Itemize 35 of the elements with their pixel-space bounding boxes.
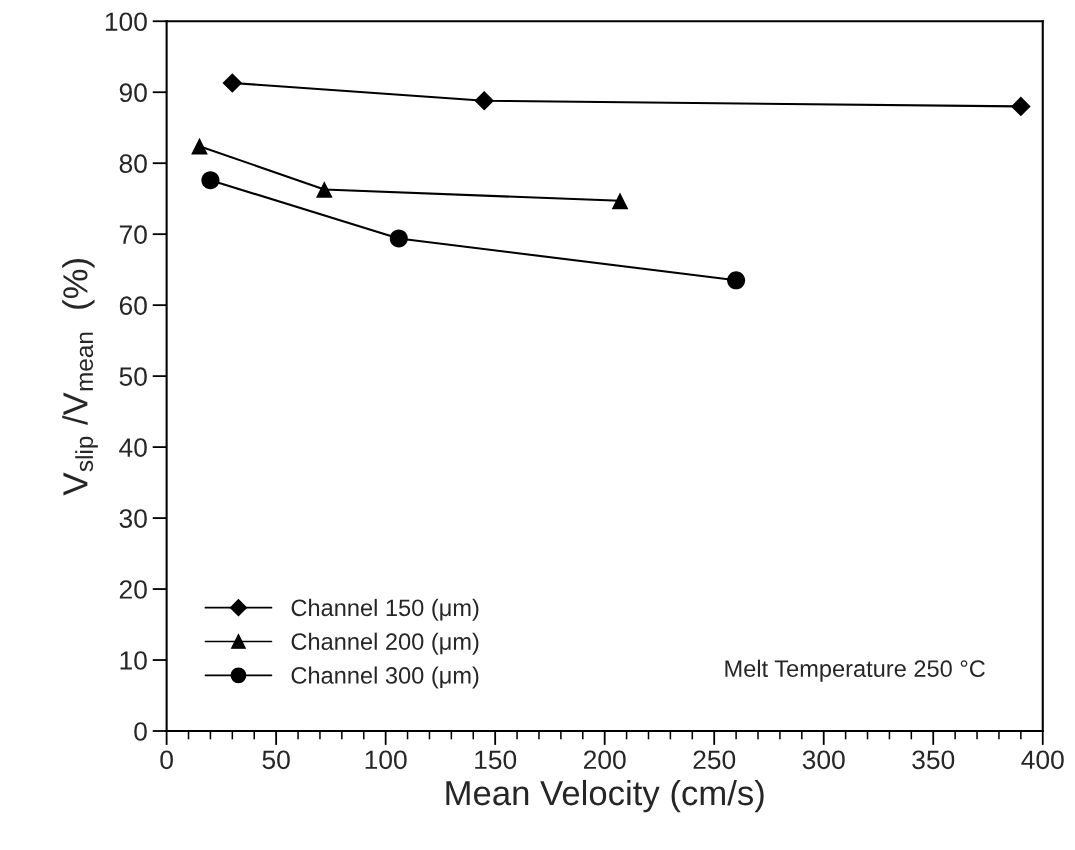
legend-label: Channel 300 (μm) xyxy=(291,666,479,689)
x-tick-label: 200 xyxy=(584,750,626,770)
y-tick-label: 20 xyxy=(119,580,147,599)
y-tick-label: 30 xyxy=(119,509,147,528)
point xyxy=(1011,96,1031,117)
x-tick-label: 50 xyxy=(262,750,290,770)
point xyxy=(727,271,746,290)
legend-label: Channel 200 (μm) xyxy=(291,632,479,655)
y-tick-label: 70 xyxy=(119,225,147,244)
y-axis-title: V$_{slip}$ /V$_{mean}$ (%) xyxy=(62,259,98,496)
x-tick-label: 100 xyxy=(365,750,407,770)
y-tick-label: 0 xyxy=(134,722,147,741)
x-tick-label: 400 xyxy=(1021,750,1064,770)
x-tick-label: 0 xyxy=(160,750,173,770)
y-tick-label: 50 xyxy=(119,367,147,386)
x-tick-label: 250 xyxy=(693,750,736,770)
annotation: Melt Temperature 250 °C xyxy=(725,659,985,682)
point xyxy=(474,90,495,111)
y-tick-label: 90 xyxy=(119,83,147,103)
point xyxy=(389,229,408,248)
point xyxy=(315,181,333,198)
legend-label: Channel 150 (μm) xyxy=(291,598,479,621)
point xyxy=(201,171,220,190)
point xyxy=(222,73,243,93)
y-tick-label: 40 xyxy=(119,438,147,457)
x-axis-title: Mean Velocity (cm/s) xyxy=(446,779,764,813)
y-tick-label: 60 xyxy=(119,296,147,315)
point xyxy=(611,192,629,210)
x-tick-label: 150 xyxy=(475,750,517,770)
x-tick-label: 300 xyxy=(802,750,845,770)
x-tick-label: 350 xyxy=(912,750,955,770)
y-tick-label: 100 xyxy=(105,12,147,32)
point xyxy=(191,137,208,155)
y-tick-label: 10 xyxy=(120,651,147,670)
y-tick-label: 80 xyxy=(119,154,147,174)
